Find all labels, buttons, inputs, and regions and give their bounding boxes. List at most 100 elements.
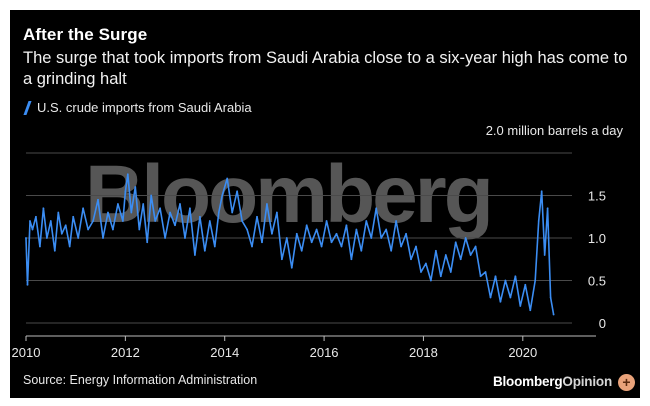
chart-card: After the Surge The surge that took impo… — [10, 10, 640, 398]
data-point — [310, 241, 313, 244]
data-point — [64, 224, 67, 227]
data-point — [121, 220, 124, 222]
data-point — [315, 228, 318, 231]
y-tick-label: 0 — [599, 316, 606, 331]
data-point — [231, 211, 234, 214]
data-point — [246, 228, 248, 231]
data-point — [251, 245, 253, 248]
chart-plot: 0 0.5 1.0 1.5 2010 2012 2014 2016 2018 2020 — [12, 152, 606, 360]
data-point — [375, 207, 378, 210]
data-point — [370, 237, 373, 239]
x-tick-label: 2010 — [12, 345, 41, 360]
x-tick-label: 2020 — [508, 345, 537, 360]
data-point — [439, 275, 442, 278]
data-point — [154, 220, 157, 222]
data-point — [130, 211, 133, 214]
data-point — [464, 237, 467, 239]
data-point — [35, 215, 37, 218]
x-tick-label: 2016 — [310, 345, 339, 360]
data-point — [365, 220, 368, 222]
data-point — [138, 228, 141, 231]
data-point — [226, 177, 229, 180]
data-point — [345, 224, 348, 227]
data-point — [429, 279, 432, 282]
data-point — [410, 258, 412, 261]
data-point — [87, 228, 90, 231]
data-point — [45, 237, 48, 239]
data-point — [117, 203, 119, 205]
data-point — [164, 237, 167, 239]
data-point — [77, 237, 80, 239]
data-point — [295, 232, 298, 235]
zoom-in-icon[interactable]: + — [618, 374, 635, 391]
data-point — [425, 262, 427, 265]
data-point — [72, 215, 75, 218]
chart-title: After the Surge — [23, 25, 148, 44]
data-point — [543, 254, 546, 256]
brand-logo: BloombergOpinion — [493, 374, 612, 389]
data-point — [385, 228, 388, 231]
data-point — [82, 207, 85, 210]
data-point — [395, 220, 398, 222]
data-point — [434, 249, 437, 252]
data-point — [499, 300, 502, 303]
data-point — [360, 249, 363, 252]
data-point — [159, 207, 162, 210]
data-point — [142, 203, 145, 205]
data-point — [549, 296, 552, 299]
data-point — [494, 275, 497, 278]
data-point — [213, 245, 216, 248]
data-point — [415, 245, 417, 248]
data-point — [524, 283, 527, 286]
data-point — [335, 232, 338, 235]
y-tick-label: 0.5 — [588, 274, 606, 289]
data-point — [53, 249, 56, 252]
data-point — [484, 271, 487, 273]
data-point — [179, 203, 181, 205]
data-point — [271, 232, 273, 235]
data-point — [479, 275, 482, 278]
data-point — [380, 237, 383, 239]
data-point — [256, 215, 258, 218]
data-point — [194, 254, 196, 256]
data-point — [325, 220, 328, 222]
y-tick-label: 1.5 — [588, 189, 606, 204]
data-point — [474, 245, 477, 248]
data-point — [444, 254, 447, 256]
brand-suffix: Opinion — [562, 374, 612, 389]
data-point — [174, 224, 176, 227]
x-tick-label: 2012 — [111, 345, 140, 360]
data-point — [459, 258, 462, 261]
data-point — [305, 224, 308, 227]
data-point — [552, 313, 555, 316]
data-point — [534, 279, 537, 282]
watermark-logo: Bloomberg — [85, 149, 494, 240]
data-point — [454, 241, 457, 244]
data-point — [320, 245, 323, 248]
data-point — [107, 211, 109, 214]
data-point — [31, 228, 34, 231]
data-point — [134, 186, 137, 188]
data-point — [29, 220, 31, 222]
source-note: Source: Energy Information Administratio… — [23, 373, 258, 387]
data-point — [469, 254, 472, 256]
data-point — [285, 237, 288, 239]
data-point — [509, 296, 512, 299]
data-point — [261, 241, 263, 244]
data-point — [25, 237, 27, 239]
data-point — [519, 305, 522, 307]
data-point — [169, 211, 171, 214]
legend: U.S. crude imports from Saudi Arabia — [23, 100, 252, 115]
data-point — [390, 249, 393, 252]
data-point — [537, 220, 540, 222]
data-point — [42, 207, 45, 210]
x-tick-label: 2018 — [409, 345, 438, 360]
data-point — [217, 211, 220, 214]
chart-subtitle: The surge that took imports from Saudi A… — [23, 49, 628, 88]
data-point — [184, 237, 186, 239]
data-point — [420, 271, 422, 273]
data-point — [405, 232, 407, 235]
data-point — [275, 211, 278, 214]
y-axis-unit-label: 2.0 million barrels a day — [485, 123, 623, 138]
data-point — [146, 241, 149, 244]
